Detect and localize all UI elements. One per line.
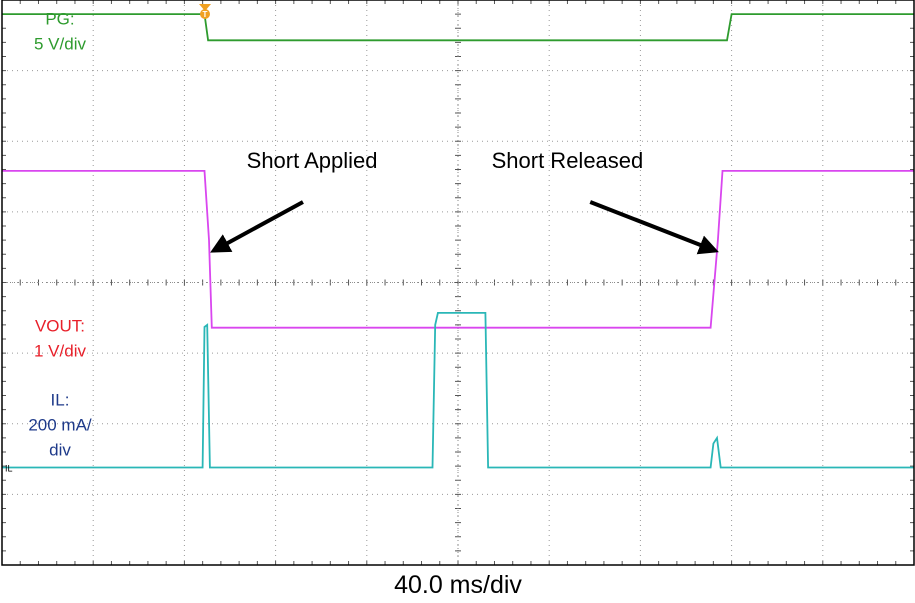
trace-il [2,312,914,469]
trace-vout [2,170,914,329]
plot-frame [1,0,915,566]
annotation-text-1: Short Applied [247,148,378,173]
ground-marker-il: IL [5,464,13,474]
annotation-text-2: Short Released [492,148,644,173]
trace-labels: PG: 5 V/div VOUT: 1 V/div IL: 200 mA/div [28,9,92,459]
trace-label-il: IL: [51,391,70,410]
trigger-marker-letter: T [203,10,208,19]
trace-label-pg: PG: [45,9,74,28]
trace-label-vout: VOUT: [35,317,85,336]
trigger-marker: T [199,4,211,19]
trace-label-il: 200 mA/ [28,416,92,435]
annotations: Short Applied Short Released [210,148,719,255]
traces: IL [2,13,914,474]
annotation-arrow-1 [210,200,304,253]
trigger-marker-badge [200,9,210,19]
trigger-marker-icon [199,4,211,11]
trace-label-il: div [49,441,71,460]
trace-label-vout: 1 V/div [34,342,86,361]
trace-pg [2,13,914,42]
annotation-arrow-2 [589,200,719,255]
trace-label-pg: 5 V/div [34,34,86,53]
timebase-label: 40.0 ms/div [394,571,522,599]
